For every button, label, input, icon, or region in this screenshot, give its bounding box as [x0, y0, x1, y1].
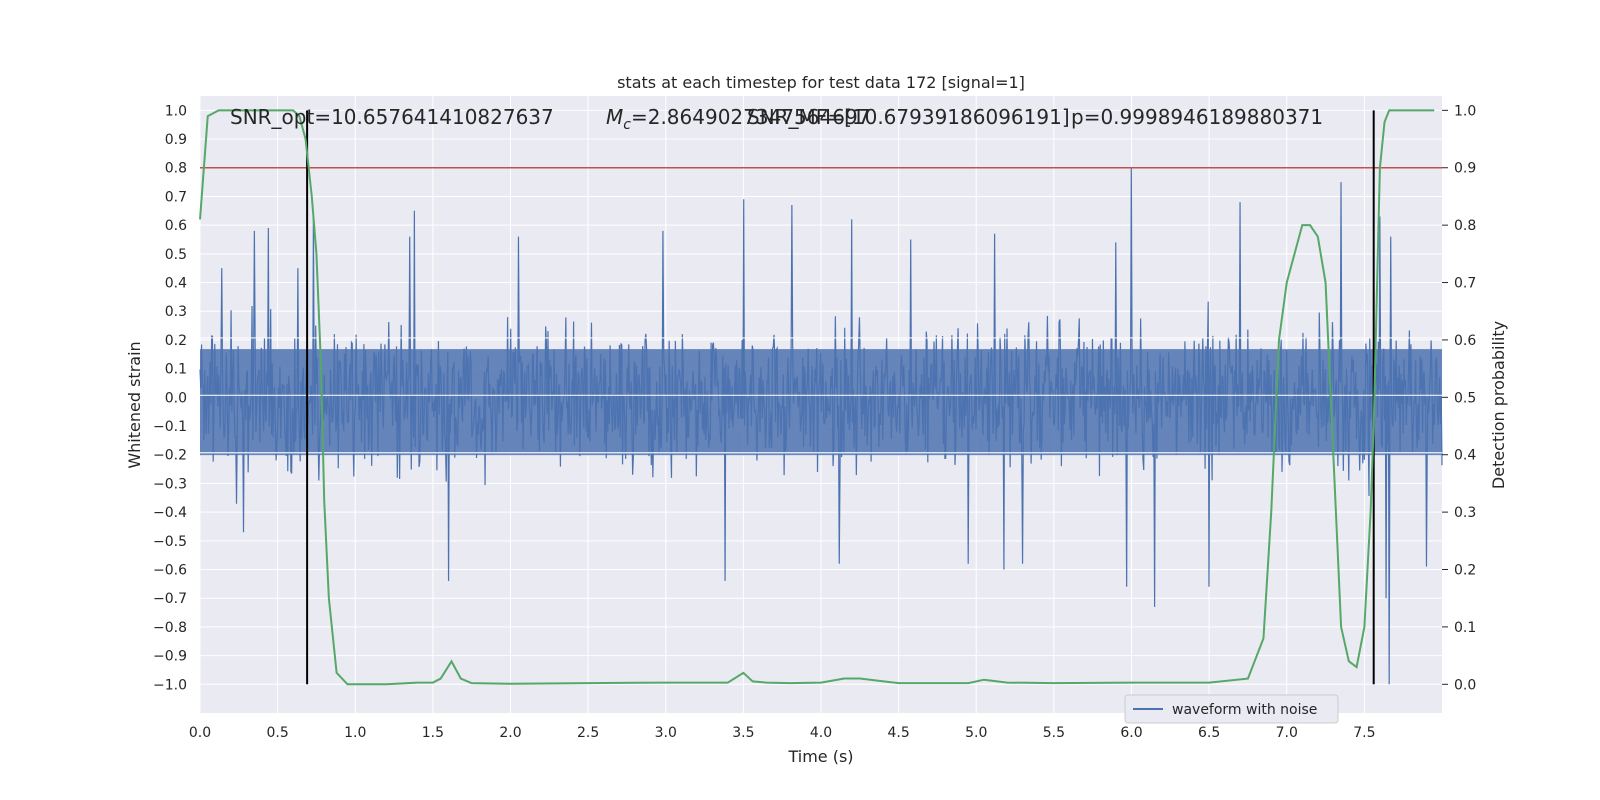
y-left-tick-label: 0.3 [165, 304, 187, 320]
legend-box [1124, 694, 1339, 724]
y-right-axis-label: Detection probability [1489, 321, 1508, 489]
x-tick-label: 6.0 [1120, 725, 1142, 741]
y-left-tick-label: 0.5 [165, 247, 187, 263]
x-tick-label: 7.0 [1276, 725, 1298, 741]
y-right-tick-label: 0.9 [1454, 161, 1476, 177]
y-left-tick-label: −0.7 [153, 591, 187, 607]
x-tick-label: 6.5 [1198, 725, 1220, 741]
x-tick-labels: 0.0 0.5 1.0 1.5 2.0 2.5 3.0 3.5 4.0 4.5 5.0 5.5 6.0 6… [189, 725, 1376, 741]
y-left-tick-label: 0.0 [165, 390, 187, 406]
y-right-tick-label: 0.2 [1454, 563, 1476, 579]
y-left-tick-label: −1.0 [153, 677, 187, 693]
chart-title: stats at each timestep for test data 172… [617, 73, 1025, 92]
y-left-tick-label: 1.0 [165, 103, 187, 119]
y-left-tick-label: −0.6 [153, 563, 187, 579]
y-left-tick-label: −0.4 [153, 505, 187, 521]
x-tick-label: 1.5 [422, 725, 444, 741]
y-left-tick-label: 0.4 [165, 276, 187, 292]
legend: waveform with noise [1124, 694, 1339, 724]
x-tick-label: 3.0 [655, 725, 677, 741]
x-axis-label: Time (s) [787, 747, 853, 766]
probability-line [199, 109, 1435, 686]
y-left-tick-label: −0.8 [153, 620, 187, 636]
y-right-tick-label: 0.1 [1454, 620, 1476, 636]
x-tick-label: 2.5 [577, 725, 599, 741]
annotations: SNR_opt=10.657641410827637 Mc=2.864902734… [230, 105, 1323, 133]
y-left-tick-label: 0.1 [165, 362, 187, 378]
strain-series [199, 167, 1443, 685]
y-left-tick-labels: 1.0 0.9 0.8 0.7 0.6 0.5 0.4 0.3 0.2 0.1 0.0 −0.1 −0.… [153, 103, 187, 693]
y-right-tick-label: 0.5 [1454, 390, 1476, 406]
y-left-tick-label: −0.1 [153, 419, 187, 435]
y-left-tick-label: −0.5 [153, 534, 187, 550]
y-right-tick-label: 0.3 [1454, 505, 1476, 521]
y-right-tick-labels: 1.0 0.9 0.8 0.7 0.6 0.5 0.4 0.3 0.2 0.1 0.0 [1442, 103, 1476, 693]
y-left-tick-label: 0.6 [165, 218, 187, 234]
y-right-tick-label: 0.7 [1454, 276, 1476, 292]
y-right-tick-label: 0.4 [1454, 448, 1476, 464]
y-left-tick-label: −0.9 [153, 649, 187, 665]
y-left-tick-label: −0.2 [153, 448, 187, 464]
y-left-tick-label: 0.7 [165, 189, 187, 205]
legend-entry: waveform with noise [1172, 702, 1317, 718]
x-tick-label: 4.0 [810, 725, 832, 741]
y-right-tick-label: 0.8 [1454, 218, 1476, 234]
x-tick-label: 4.5 [887, 725, 909, 741]
y-right-tick-label: 0.0 [1454, 677, 1476, 693]
x-tick-label: 3.5 [732, 725, 754, 741]
y-right-tick-label: 0.6 [1454, 333, 1476, 349]
annotation-text: Mc=2.8649027347564697 [606, 105, 870, 133]
annotation-text: SNR_MF=[10.67939186096191] [747, 105, 1070, 129]
x-tick-label: 0.0 [189, 725, 211, 741]
y-left-tick-label: 0.9 [165, 132, 187, 148]
y-left-tick-label: 0.2 [165, 333, 187, 349]
x-tick-label: 2.0 [499, 725, 521, 741]
y-left-tick-label: 0.8 [165, 161, 187, 177]
x-tick-label: 7.5 [1353, 725, 1375, 741]
x-tick-label: 0.5 [266, 725, 288, 741]
y-right-tick-label: 1.0 [1454, 103, 1476, 119]
y-left-tick-label: −0.3 [153, 476, 187, 492]
strain-core-band [200, 349, 1442, 456]
y-left-axis-label: Whitened strain [125, 341, 144, 468]
annotation-text: SNR_opt=10.657641410827637 [230, 105, 554, 129]
x-tick-label: 1.0 [344, 725, 366, 741]
annotation-text: p=0.9998946189880371 [1071, 105, 1323, 129]
probability-series [199, 109, 1435, 686]
x-tick-label: 5.5 [1043, 725, 1065, 741]
x-tick-label: 5.0 [965, 725, 987, 741]
